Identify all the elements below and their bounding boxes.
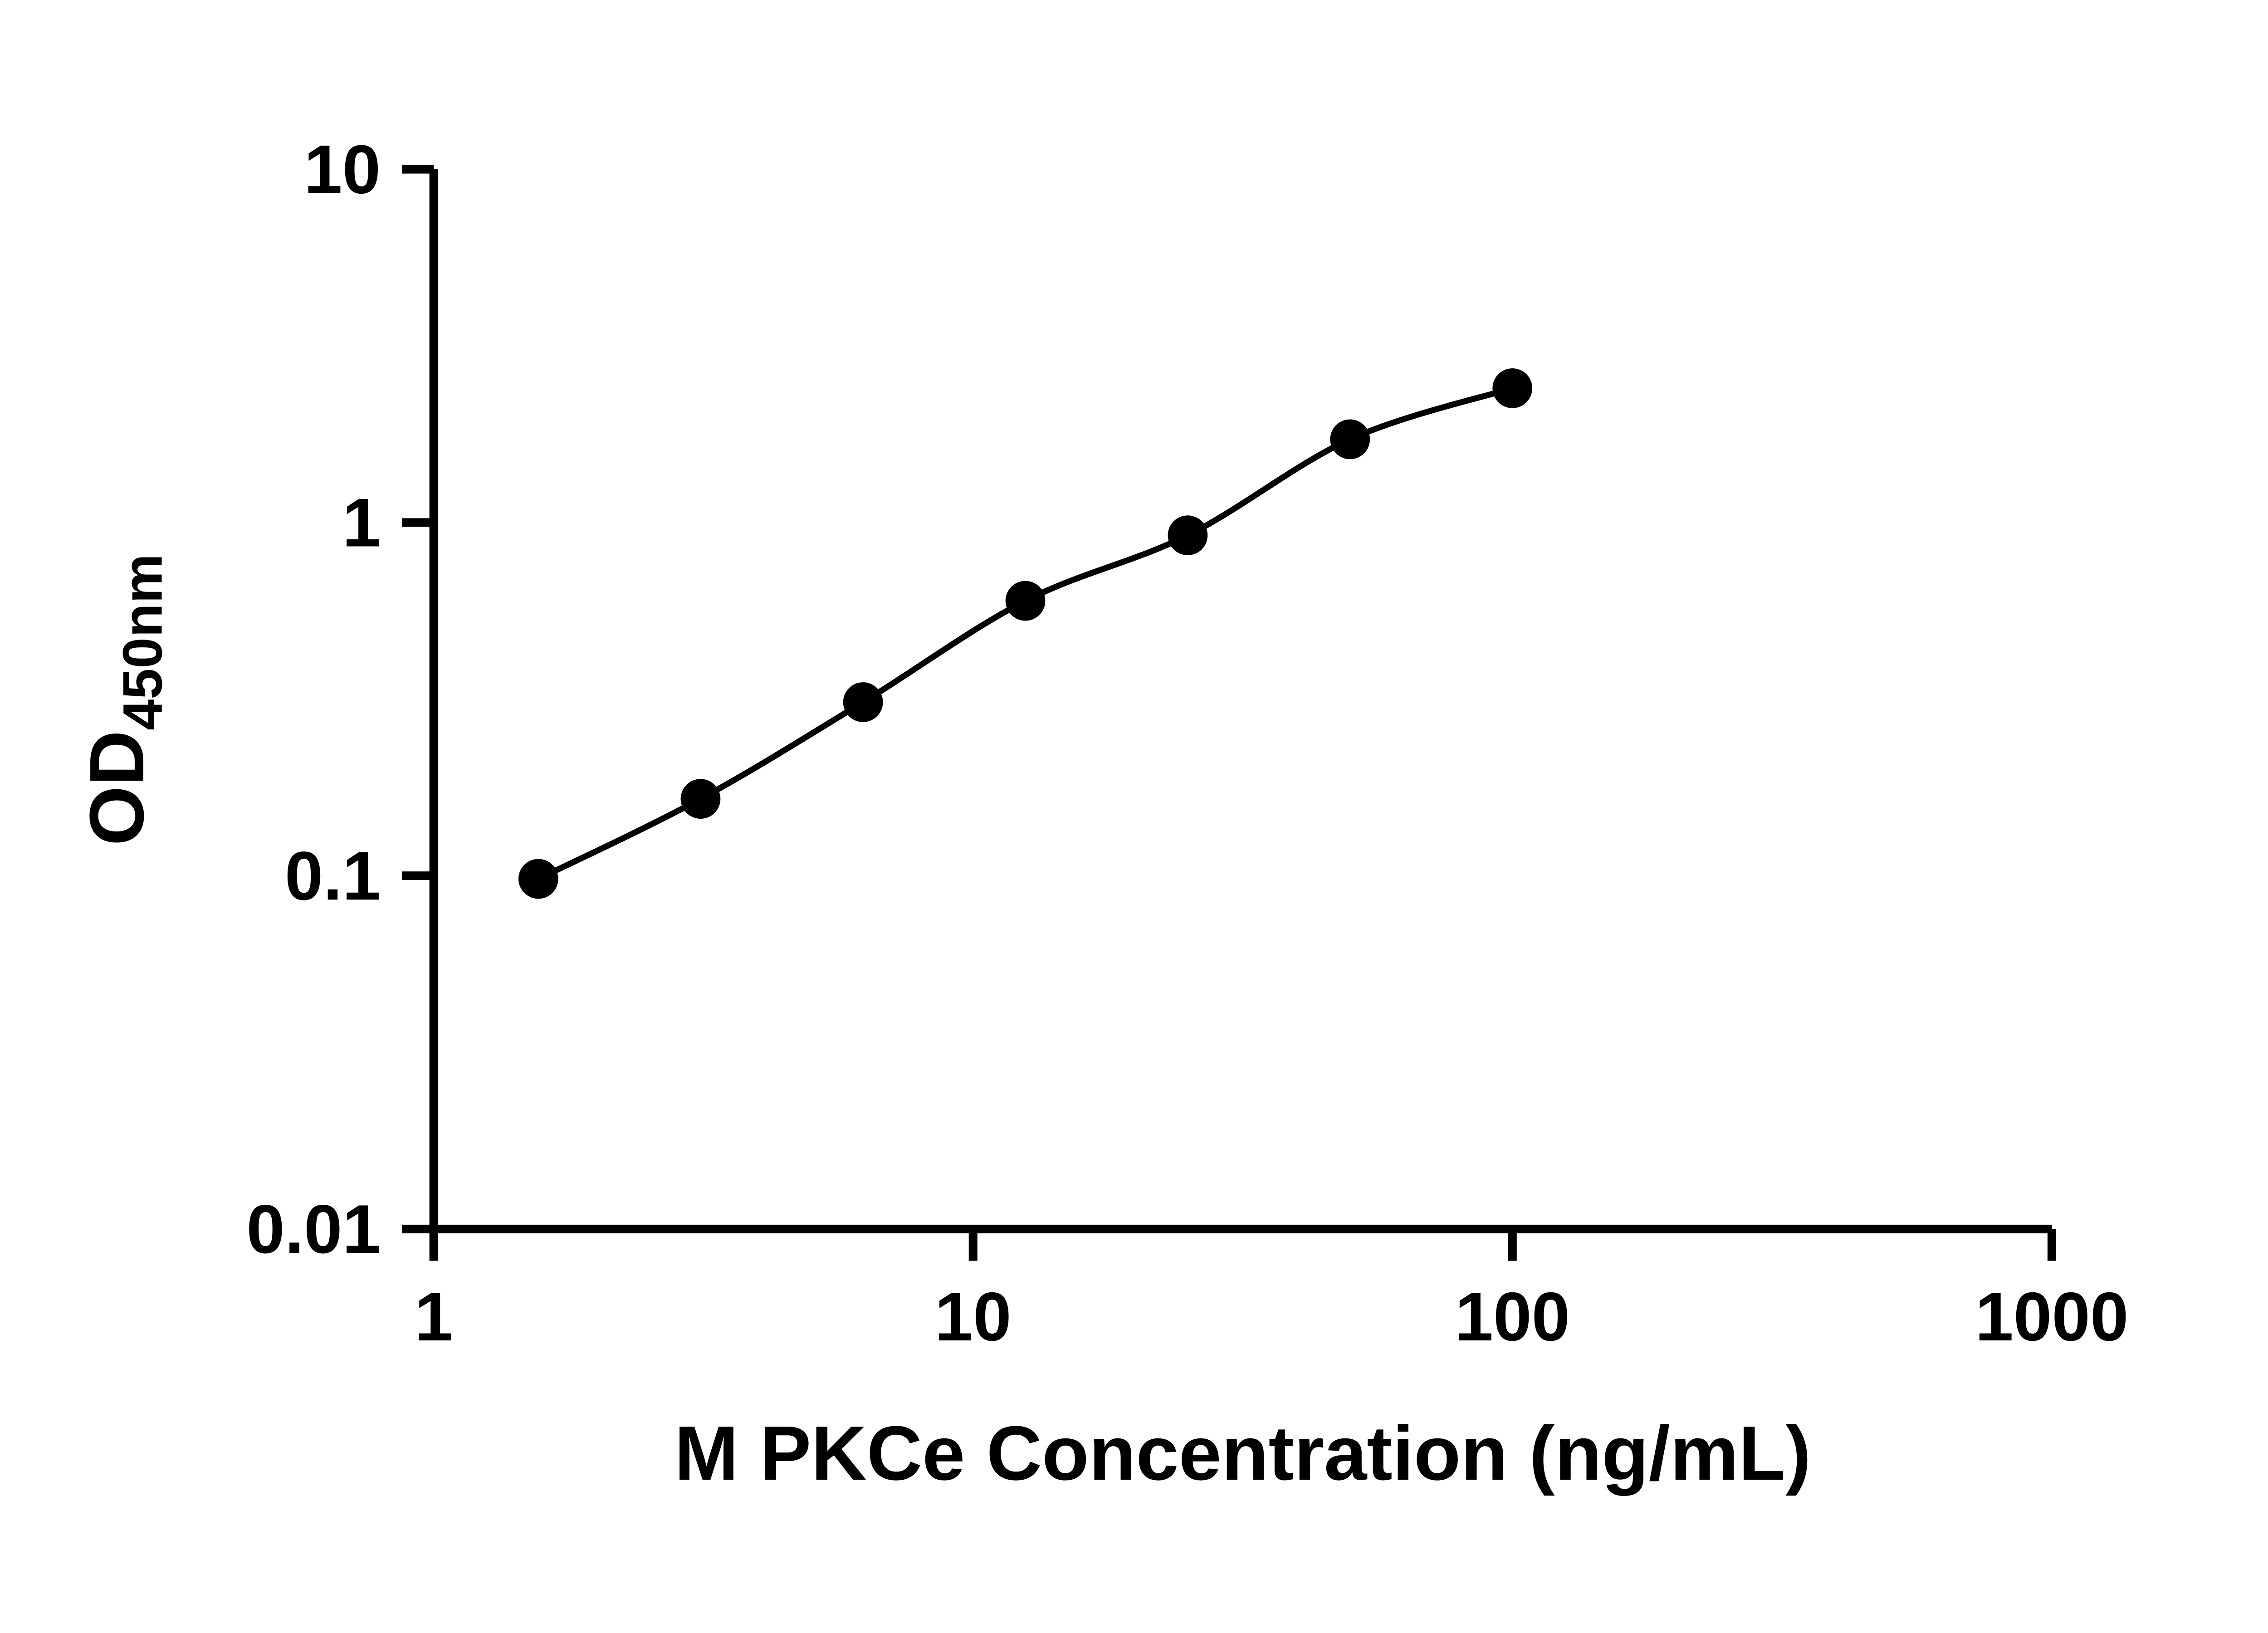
x-axis-tick-label: 10 <box>935 1278 1012 1355</box>
y-axis-title: OD450nm <box>73 554 174 846</box>
y-axis-tick-label: 0.1 <box>285 837 381 914</box>
data-point-marker <box>843 682 883 722</box>
y-axis-tick-label: 10 <box>304 131 381 208</box>
x-axis-title: M PKCe Concentration (ng/mL) <box>675 1410 1811 1496</box>
data-point-marker <box>1330 419 1370 460</box>
data-point-marker <box>1005 581 1046 621</box>
axes-lines <box>429 169 2052 1233</box>
x-axis-tick-label: 1000 <box>1975 1278 2128 1355</box>
x-axis-tick-label: 1 <box>415 1278 453 1355</box>
data-point-marker <box>1492 368 1533 408</box>
y-axis-title-main: OD <box>73 730 160 846</box>
data-point-marker <box>1168 515 1208 555</box>
y-axis-title-subscript: 450nm <box>112 554 174 730</box>
plot-area: 1 10 100 1000 0.01 0.1 1 10 <box>246 131 2128 1355</box>
y-axis-tick-label: 0.01 <box>246 1191 381 1268</box>
y-axis-tick-label: 1 <box>342 484 381 561</box>
data-point-marker <box>518 859 558 899</box>
x-axis-tick-label: 100 <box>1455 1278 1570 1355</box>
data-point-marker <box>680 779 721 819</box>
